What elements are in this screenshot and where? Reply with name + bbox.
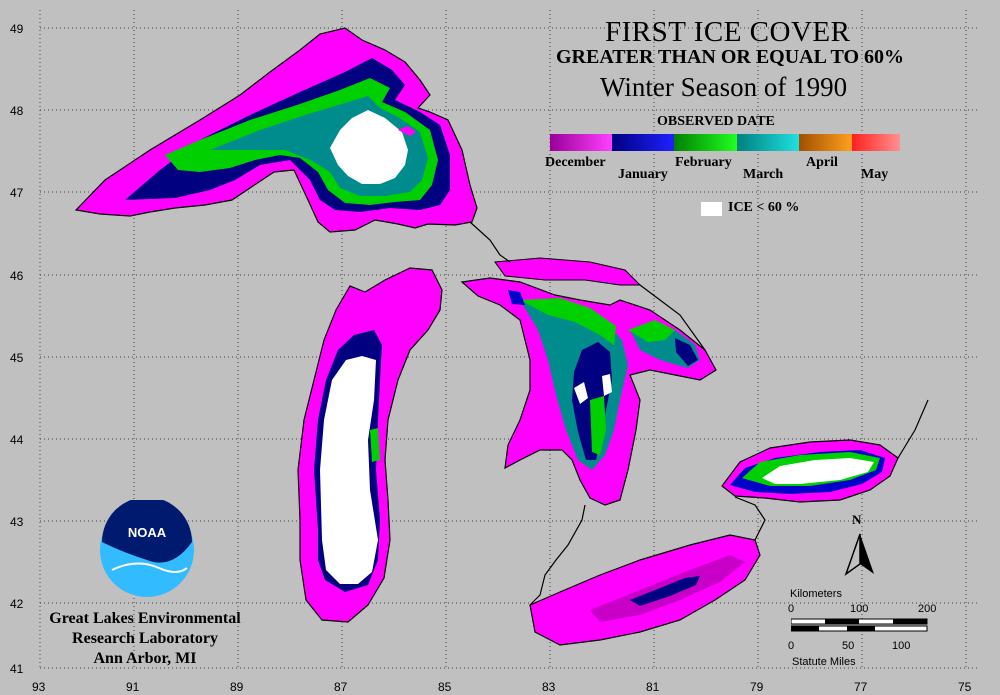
legend-heading: OBSERVED DATE [657, 114, 775, 129]
legend-ice-label: ICE < 60 % [728, 200, 800, 215]
noaa-logo: NOAA [100, 500, 194, 597]
scale-km-tick: 200 [918, 603, 937, 615]
organization-line-1: Great Lakes Environmental [49, 610, 241, 627]
scale-km-title: Kilometers [790, 588, 842, 600]
scale-mile-tick: 100 [892, 640, 911, 652]
scale-km-tick: 100 [850, 603, 869, 615]
lat-label: 43 [10, 515, 24, 529]
lon-label: 79 [750, 680, 764, 694]
legend-ice-swatch [701, 202, 722, 216]
title-line-1: FIRST ICE COVER [605, 16, 851, 48]
lon-label: 91 [126, 680, 140, 694]
scale-bar [791, 618, 928, 632]
legend-label-march: March [743, 167, 784, 182]
legend-label-january: January [618, 167, 668, 182]
lon-label: 85 [438, 680, 452, 694]
scale-mile-title: Statute Miles [792, 656, 856, 668]
lon-label: 77 [854, 680, 868, 694]
north-label: N [852, 512, 862, 527]
north-arrow [844, 533, 874, 576]
lon-label: 81 [646, 680, 660, 694]
lake-ontario [721, 439, 899, 503]
lat-label: 42 [10, 597, 24, 611]
lat-label: 47 [10, 186, 24, 200]
legend-swatch-march [737, 134, 799, 151]
lon-label: 83 [542, 680, 556, 694]
lat-label: 46 [10, 269, 24, 283]
scale-mile-tick: 0 [788, 640, 795, 652]
lat-label: 48 [10, 104, 24, 118]
title-line-2: GREATER THAN OR EQUAL TO 60% [556, 46, 905, 68]
legend-swatch-december [550, 134, 612, 151]
title-line-3: Winter Season of 1990 [600, 72, 848, 102]
lon-label: 93 [32, 680, 46, 694]
lake-erie [529, 534, 761, 646]
lon-label: 87 [334, 680, 348, 694]
legend-swatch-april [799, 134, 852, 151]
lat-label: 45 [10, 351, 24, 365]
legend-label-december: December [545, 155, 606, 170]
legend-swatch-may [852, 134, 900, 151]
lat-label: 41 [10, 662, 24, 676]
organization-line-2: Research Laboratory [72, 630, 218, 647]
lake-huron [460, 257, 717, 506]
shorelines [469, 221, 929, 606]
lon-label: 75 [958, 680, 972, 694]
legend-swatch-february [674, 134, 737, 151]
lat-label: 44 [10, 433, 24, 447]
legend-label-february: February [675, 155, 732, 170]
lon-label: 89 [230, 680, 244, 694]
scale-km-tick: 0 [788, 603, 795, 615]
lat-label: 49 [10, 22, 24, 36]
legend-label-april: April [806, 155, 838, 170]
organization-line-3: Ann Arbor, MI [93, 650, 197, 667]
scale-mile-tick: 50 [842, 640, 855, 652]
legend-label-may: May [861, 167, 889, 182]
legend-swatch-january [612, 134, 674, 151]
lake-michigan [297, 267, 443, 623]
noaa-logo-text: NOAA [128, 525, 167, 540]
lake-superior [74, 27, 478, 233]
organization-block: Great Lakes Environmental Research Labor… [20, 609, 270, 669]
